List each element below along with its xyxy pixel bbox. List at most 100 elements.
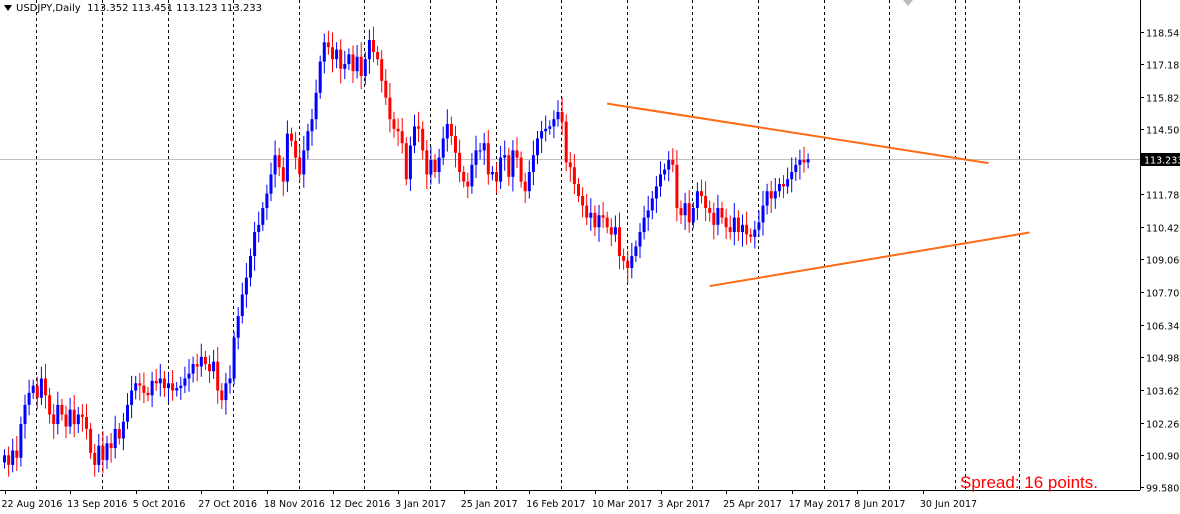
bear-candle <box>720 208 724 218</box>
bear-candle <box>749 234 753 237</box>
bull-candle <box>646 210 650 218</box>
bull-candle <box>3 455 6 463</box>
current-price-label: 113.233 <box>1144 156 1180 167</box>
x-tick-label: 16 Feb 2017 <box>526 499 585 510</box>
bull-candle <box>23 404 27 425</box>
bull-candle <box>806 159 810 163</box>
bull-candle <box>236 316 240 338</box>
current-price-box <box>1141 153 1180 166</box>
bull-candle <box>302 150 306 175</box>
bull-candle <box>695 191 699 209</box>
trendline-lower-support <box>709 231 1030 288</box>
bear-candle <box>736 217 740 233</box>
bull-candle <box>232 337 236 379</box>
bull-candle <box>134 383 138 391</box>
bull-candle <box>544 128 548 132</box>
bear-candle <box>372 39 375 52</box>
bear-candle <box>421 128 425 151</box>
y-tick-label: 118.540 <box>1146 29 1180 40</box>
bear-candle <box>326 42 330 48</box>
y-tick-label: 102.260 <box>1146 420 1180 431</box>
bear-candle <box>466 181 470 187</box>
bull-candle <box>437 157 441 173</box>
bear-candle <box>15 450 19 458</box>
bear-candle <box>331 47 334 60</box>
bear-candle <box>568 162 572 168</box>
shift-marker-icon <box>903 0 913 6</box>
candles <box>3 26 810 477</box>
bear-candle <box>782 184 785 187</box>
bull-candle <box>249 256 252 278</box>
y-tick-label: 114.500 <box>1146 126 1180 137</box>
bear-candle <box>593 212 597 228</box>
bull-candle <box>773 191 777 199</box>
bear-candle <box>404 143 408 180</box>
bull-candle <box>56 404 60 425</box>
bear-candle <box>400 131 404 144</box>
bear-candle <box>101 445 105 461</box>
bear-candle <box>577 184 580 197</box>
bear-candle <box>704 196 708 209</box>
bull-candle <box>732 217 736 233</box>
bear-candle <box>48 395 52 415</box>
bear-candle <box>449 124 453 137</box>
bull-candle <box>552 119 556 127</box>
bear-candle <box>515 150 519 158</box>
bear-candle <box>154 380 158 384</box>
bear-candle <box>281 167 285 182</box>
dropdown-triangle-icon[interactable] <box>4 5 12 11</box>
x-tick-label: 25 Apr 2017 <box>723 499 782 510</box>
bull-candle <box>76 414 80 425</box>
bear-candle <box>392 119 396 129</box>
bear-candle <box>609 227 613 235</box>
bear-candle <box>384 80 388 98</box>
x-tick-label: 8 Jun 2017 <box>854 499 905 510</box>
x-tick-label: 10 Mar 2017 <box>592 499 652 510</box>
bear-candle <box>117 428 121 439</box>
bull-candle <box>786 179 790 187</box>
x-axis-ticks: 22 Aug 2016 13 Sep 2016 5 Oct 2016 27 Oct 2… <box>2 490 977 510</box>
bull-candle <box>761 205 765 223</box>
bear-candle <box>712 212 716 225</box>
bull-candle <box>650 198 654 211</box>
bull-candle <box>273 155 277 175</box>
chart-header: USDJPY,Daily 113.352 113.451 113.123 113… <box>4 3 262 14</box>
bear-candle <box>724 217 728 228</box>
bear-candle <box>138 383 142 386</box>
y-axis-ticks: 118.540117.180115.820114.500113.140111.7… <box>1140 29 1180 495</box>
bear-candle <box>417 126 421 129</box>
x-tick-label: 25 Jan 2017 <box>461 499 518 510</box>
bull-candle <box>39 378 43 398</box>
bear-candle <box>171 383 175 391</box>
bull-candle <box>244 277 248 295</box>
bull-candle <box>31 385 35 393</box>
bear-candle <box>585 205 589 218</box>
bull-candle <box>741 224 744 233</box>
y-tick-label: 115.820 <box>1146 94 1180 105</box>
bear-candle <box>560 111 564 122</box>
bear-candle <box>802 160 806 163</box>
bull-candle <box>794 164 798 173</box>
x-tick-label: 3 Jan 2017 <box>395 499 446 510</box>
bull-candle <box>318 61 322 93</box>
bear-candle <box>708 208 712 213</box>
bear-candle <box>376 51 380 60</box>
bear-candle <box>93 452 97 465</box>
x-tick-label: 17 May 2017 <box>789 499 851 510</box>
bear-candle <box>769 191 773 199</box>
bull-candle <box>798 160 802 165</box>
bull-candle <box>68 409 72 427</box>
bull-candle <box>158 378 162 384</box>
bull-candle <box>503 155 507 158</box>
x-tick-label: 27 Oct 2016 <box>198 499 257 510</box>
bull-candle <box>634 246 638 257</box>
bull-candle <box>187 373 191 379</box>
bull-candle <box>642 217 646 233</box>
ohlc-readout: 113.352 113.451 113.123 113.233 <box>87 3 263 14</box>
bear-candle <box>162 378 166 389</box>
bull-candle <box>253 232 257 257</box>
x-tick-label: 3 Apr 2017 <box>658 499 711 510</box>
bull-candle <box>175 388 179 391</box>
bear-candle <box>396 128 400 132</box>
